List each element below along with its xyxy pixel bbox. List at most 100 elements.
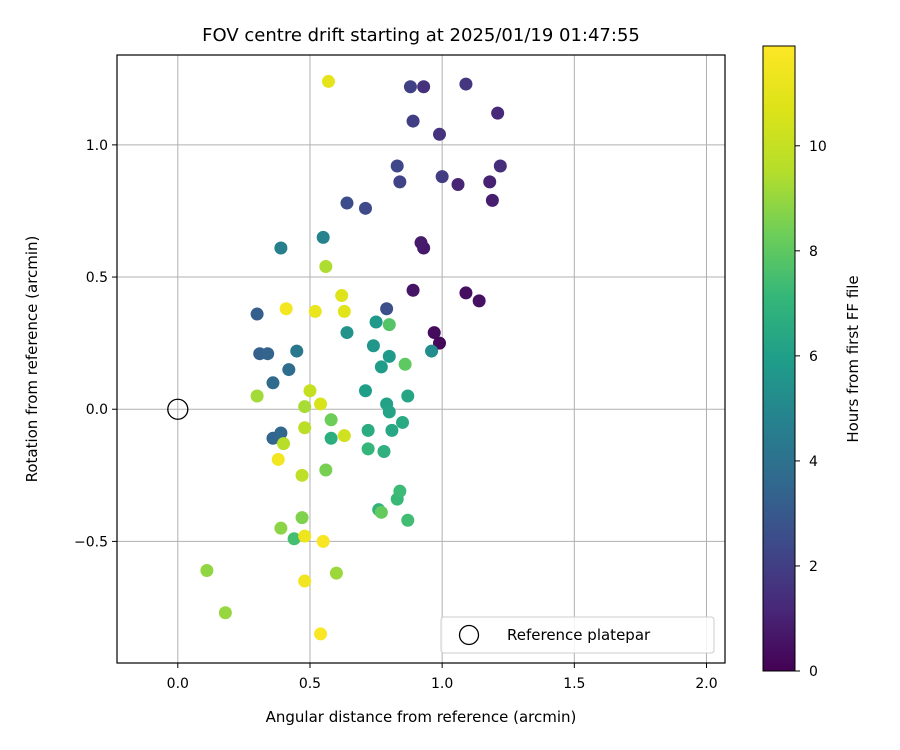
scatter-point bbox=[314, 627, 328, 641]
scatter-point bbox=[250, 389, 264, 403]
scatter-point bbox=[485, 193, 499, 207]
scatter-point bbox=[287, 532, 301, 546]
scatter-point bbox=[282, 363, 296, 377]
scatter-point bbox=[369, 315, 383, 329]
scatter-point bbox=[271, 452, 285, 466]
scatter-point bbox=[316, 534, 330, 548]
x-axis-ticks: 0.0 0.5 1.0 1.5 2.0 bbox=[167, 663, 718, 692]
scatter-point bbox=[406, 283, 420, 297]
scatter-point bbox=[435, 170, 449, 184]
y-axis-ticks: −0.5 0.0 0.5 1.0 bbox=[74, 138, 117, 550]
scatter-point bbox=[395, 415, 409, 429]
y-tick-label: −0.5 bbox=[74, 534, 108, 550]
scatter-point bbox=[319, 463, 333, 477]
reference-layer bbox=[167, 398, 189, 420]
colorbar-ticks: 0 2 4 6 8 10 bbox=[795, 139, 827, 680]
scatter-point bbox=[295, 511, 309, 525]
scatter-point bbox=[398, 357, 412, 371]
x-tick-label: 0.5 bbox=[299, 676, 321, 692]
colorbar-tick-label: 6 bbox=[809, 349, 818, 365]
plot-frame bbox=[116, 54, 726, 664]
scatter-point bbox=[319, 259, 333, 273]
scatter-point bbox=[277, 437, 291, 451]
x-tick-label: 0.0 bbox=[167, 676, 189, 692]
scatter-point bbox=[279, 302, 293, 316]
scatter-point bbox=[337, 429, 351, 443]
scatter-point bbox=[433, 336, 447, 350]
y-tick-label: 0.0 bbox=[86, 402, 108, 418]
y-tick-label: 1.0 bbox=[86, 138, 108, 154]
scatter-point bbox=[324, 431, 338, 445]
scatter-point bbox=[321, 74, 335, 88]
scatter-point bbox=[401, 389, 415, 403]
scatter-point bbox=[406, 114, 420, 128]
scatter-point bbox=[298, 400, 312, 414]
x-tick-label: 2.0 bbox=[695, 676, 717, 692]
scatter-point bbox=[218, 606, 232, 620]
scatter-point bbox=[303, 384, 317, 398]
grid-lines bbox=[117, 55, 725, 663]
scatter-point bbox=[261, 347, 275, 361]
scatter-point bbox=[335, 289, 349, 303]
scatter-point bbox=[298, 421, 312, 435]
scatter-point bbox=[390, 159, 404, 173]
scatter-point bbox=[324, 413, 338, 427]
legend: Reference platepar bbox=[440, 616, 715, 654]
scatter-point bbox=[382, 349, 396, 363]
colorbar-label: Hours from first FF file bbox=[844, 275, 862, 442]
colorbar-tick-label: 10 bbox=[809, 139, 827, 155]
colorbar-tick-label: 4 bbox=[809, 454, 818, 470]
legend-marker bbox=[458, 624, 480, 646]
scatter-point bbox=[459, 286, 473, 300]
scatter-point bbox=[250, 307, 264, 321]
y-axis-label: Rotation from reference (arcmin) bbox=[23, 236, 41, 483]
scatter-point bbox=[316, 230, 330, 244]
scatter-point bbox=[295, 468, 309, 482]
chart-title: FOV centre drift starting at 2025/01/19 … bbox=[202, 25, 640, 46]
scatter-point bbox=[401, 513, 415, 527]
scatter-point bbox=[382, 318, 396, 332]
x-tick-label: 1.0 bbox=[431, 676, 453, 692]
scatter-point bbox=[472, 294, 486, 308]
scatter-point bbox=[337, 304, 351, 318]
scatter-point bbox=[393, 484, 407, 498]
scatter-point bbox=[483, 175, 497, 189]
y-tick-label: 0.5 bbox=[86, 270, 108, 286]
legend-label: Reference platepar bbox=[507, 626, 651, 644]
scatter-point bbox=[274, 521, 288, 535]
scatter-point bbox=[308, 304, 322, 318]
scatter-point bbox=[298, 574, 312, 588]
reference-marker bbox=[167, 398, 189, 420]
scatter-points bbox=[200, 74, 507, 641]
scatter-point bbox=[417, 80, 431, 94]
legend-box bbox=[440, 616, 715, 654]
scatter-point bbox=[433, 127, 447, 141]
x-axis-label: Angular distance from reference (arcmin) bbox=[266, 708, 577, 726]
scatter-point bbox=[414, 236, 428, 250]
scatter-point bbox=[427, 326, 441, 340]
scatter-point bbox=[459, 77, 473, 91]
scatter-point bbox=[366, 339, 380, 353]
scatter-point bbox=[340, 326, 354, 340]
scatter-point bbox=[377, 445, 391, 459]
scatter-point bbox=[374, 360, 388, 374]
scatter-point bbox=[329, 566, 343, 580]
colorbar bbox=[762, 45, 796, 672]
scatter-point bbox=[425, 344, 439, 358]
colorbar-tick-label: 8 bbox=[809, 244, 818, 260]
scatter-point bbox=[314, 397, 328, 411]
scatter-point bbox=[493, 159, 507, 173]
x-tick-label: 1.5 bbox=[563, 676, 585, 692]
colorbar-tick-label: 2 bbox=[809, 559, 818, 575]
scatter-point bbox=[298, 529, 312, 543]
scatter-point bbox=[491, 106, 505, 120]
scatter-point bbox=[451, 178, 465, 192]
scatter-point bbox=[403, 80, 417, 94]
scatter-point bbox=[274, 426, 288, 440]
scatter-point bbox=[361, 442, 375, 456]
scatter-point bbox=[340, 196, 354, 210]
scatter-point bbox=[358, 201, 372, 215]
scatter-point bbox=[380, 302, 394, 316]
scatter-point bbox=[382, 405, 396, 419]
